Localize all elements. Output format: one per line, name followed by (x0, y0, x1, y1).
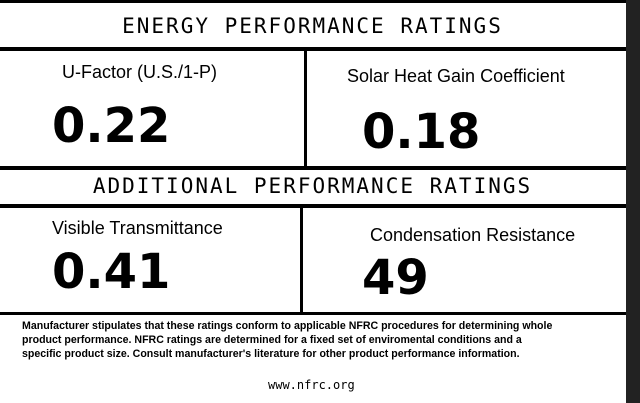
scan-edge (626, 0, 640, 403)
heading: ENERGY PERFORMANCE RATINGS (122, 14, 503, 38)
footer-text: product performance. NFRC ratings are de… (22, 334, 522, 346)
rating-value: 0.41 (52, 244, 171, 300)
rating-label: U-Factor (U.S./1-P) (62, 62, 218, 82)
footer-text: specific product size. Consult manufactu… (22, 348, 520, 360)
divider (304, 51, 307, 168)
border (0, 0, 640, 3)
divider (0, 47, 626, 51)
divider (300, 208, 303, 312)
rating-label: Visible Transmittance (52, 218, 223, 238)
rating-value: 0.22 (52, 98, 171, 154)
rating-value: 49 (362, 250, 429, 306)
divider (0, 312, 626, 315)
rating-label: Condensation Resistance (370, 225, 576, 245)
rating-label: Solar Heat Gain Coefficient (347, 66, 565, 86)
website: www.nfrc.org (268, 378, 355, 392)
rating-value: 0.18 (362, 104, 481, 160)
divider (0, 204, 626, 208)
footer-text: Manufacturer stipulates that these ratin… (22, 320, 553, 332)
heading: ADDITIONAL PERFORMANCE RATINGS (92, 174, 533, 198)
divider (0, 166, 626, 170)
